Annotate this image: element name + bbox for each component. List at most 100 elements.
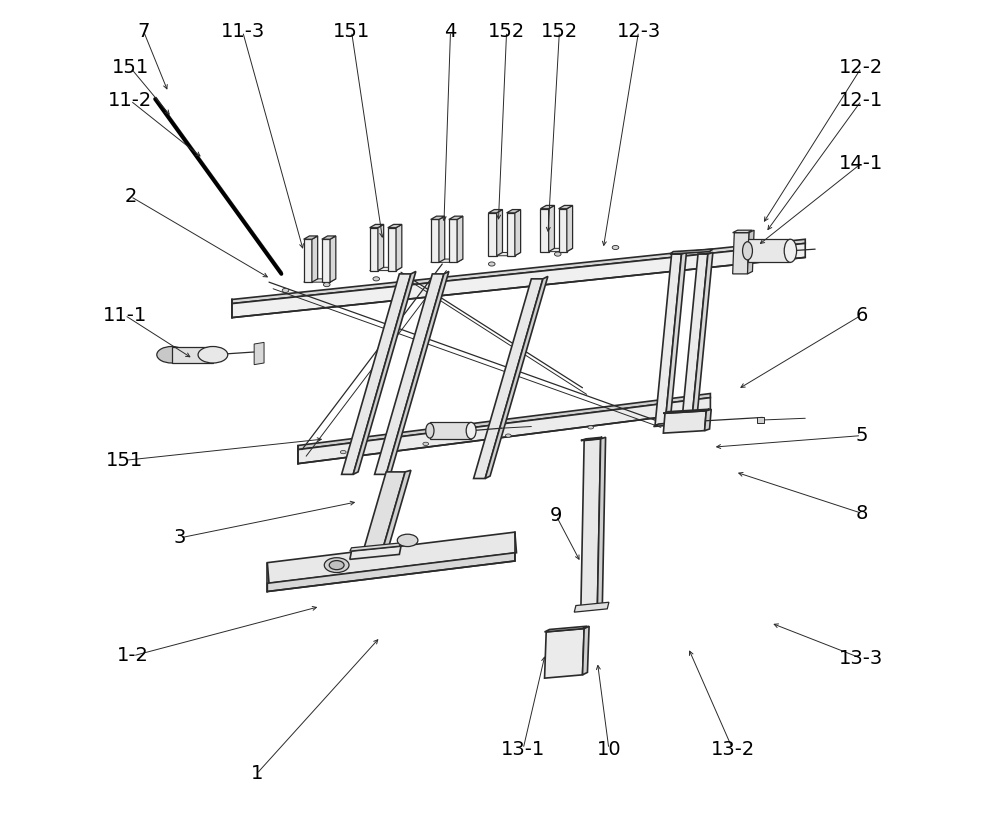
Ellipse shape <box>324 558 349 573</box>
Polygon shape <box>582 626 589 675</box>
Ellipse shape <box>612 246 619 249</box>
Polygon shape <box>705 409 711 431</box>
Polygon shape <box>298 394 710 450</box>
Polygon shape <box>457 216 463 262</box>
Polygon shape <box>682 254 708 425</box>
Polygon shape <box>507 210 521 213</box>
Text: 7: 7 <box>137 21 150 41</box>
Text: 5: 5 <box>855 426 868 446</box>
Text: 12-2: 12-2 <box>839 58 883 78</box>
Text: 152: 152 <box>488 21 525 41</box>
Polygon shape <box>757 417 764 423</box>
Polygon shape <box>322 239 330 282</box>
Polygon shape <box>388 224 402 228</box>
Polygon shape <box>375 274 444 474</box>
Polygon shape <box>232 243 805 318</box>
Polygon shape <box>370 224 384 228</box>
Polygon shape <box>488 213 497 256</box>
Text: 12-1: 12-1 <box>839 91 883 111</box>
Polygon shape <box>549 205 554 252</box>
Polygon shape <box>449 216 463 219</box>
Polygon shape <box>488 252 521 256</box>
Ellipse shape <box>426 423 434 438</box>
Polygon shape <box>430 422 471 439</box>
Polygon shape <box>330 236 336 282</box>
Text: 4: 4 <box>444 21 457 41</box>
Ellipse shape <box>397 535 418 546</box>
Polygon shape <box>540 248 573 252</box>
Polygon shape <box>733 233 749 274</box>
Polygon shape <box>663 409 710 413</box>
Polygon shape <box>545 626 587 632</box>
Ellipse shape <box>340 450 346 454</box>
Polygon shape <box>232 239 805 304</box>
Polygon shape <box>507 213 515 256</box>
Ellipse shape <box>329 561 344 569</box>
Polygon shape <box>267 553 515 592</box>
Text: 3: 3 <box>174 528 186 548</box>
Polygon shape <box>559 209 567 252</box>
Polygon shape <box>172 346 213 363</box>
Ellipse shape <box>157 346 187 363</box>
Ellipse shape <box>373 277 380 281</box>
Polygon shape <box>388 228 396 271</box>
Polygon shape <box>364 472 405 549</box>
Text: 13-1: 13-1 <box>501 739 545 759</box>
Polygon shape <box>386 271 449 474</box>
Polygon shape <box>581 437 602 441</box>
Polygon shape <box>370 267 402 271</box>
Text: 10: 10 <box>597 739 621 759</box>
Ellipse shape <box>423 442 429 446</box>
Polygon shape <box>733 230 752 233</box>
Text: 12-3: 12-3 <box>616 21 661 41</box>
Polygon shape <box>665 252 686 425</box>
Ellipse shape <box>323 282 330 287</box>
Ellipse shape <box>588 426 594 429</box>
Polygon shape <box>597 437 606 609</box>
Text: 8: 8 <box>855 503 868 523</box>
Ellipse shape <box>466 422 476 439</box>
Polygon shape <box>485 276 548 478</box>
Polygon shape <box>298 398 710 464</box>
Polygon shape <box>488 210 502 213</box>
Text: 11-3: 11-3 <box>220 21 265 41</box>
Polygon shape <box>267 532 516 583</box>
Polygon shape <box>353 271 416 474</box>
Text: 13-2: 13-2 <box>711 739 755 759</box>
Text: 1-2: 1-2 <box>117 646 149 666</box>
Polygon shape <box>670 249 713 254</box>
Polygon shape <box>449 219 457 262</box>
Polygon shape <box>567 205 573 252</box>
Polygon shape <box>350 543 401 551</box>
Polygon shape <box>474 279 543 478</box>
Polygon shape <box>322 236 336 239</box>
Polygon shape <box>254 342 264 365</box>
Text: 6: 6 <box>855 305 868 325</box>
Polygon shape <box>431 216 445 219</box>
Polygon shape <box>312 236 318 282</box>
Polygon shape <box>748 239 790 262</box>
Polygon shape <box>663 411 706 433</box>
Polygon shape <box>304 279 336 282</box>
Polygon shape <box>559 205 573 209</box>
Ellipse shape <box>505 434 511 437</box>
Polygon shape <box>431 259 463 262</box>
Polygon shape <box>540 205 554 209</box>
Text: 11-1: 11-1 <box>103 305 147 325</box>
Text: 13-3: 13-3 <box>839 648 883 668</box>
Polygon shape <box>431 219 439 262</box>
Polygon shape <box>497 210 502 256</box>
Polygon shape <box>540 209 549 252</box>
Text: 11-2: 11-2 <box>108 91 153 111</box>
Polygon shape <box>655 254 682 425</box>
Ellipse shape <box>784 239 797 262</box>
Polygon shape <box>383 470 411 549</box>
Polygon shape <box>574 602 609 612</box>
Polygon shape <box>545 629 584 678</box>
Polygon shape <box>304 239 312 282</box>
Polygon shape <box>396 224 402 271</box>
Ellipse shape <box>282 288 289 292</box>
Polygon shape <box>342 274 411 474</box>
Polygon shape <box>370 228 378 271</box>
Ellipse shape <box>743 242 752 260</box>
